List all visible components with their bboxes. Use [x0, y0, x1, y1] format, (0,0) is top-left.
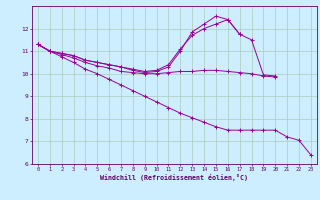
X-axis label: Windchill (Refroidissement éolien,°C): Windchill (Refroidissement éolien,°C): [100, 174, 248, 181]
